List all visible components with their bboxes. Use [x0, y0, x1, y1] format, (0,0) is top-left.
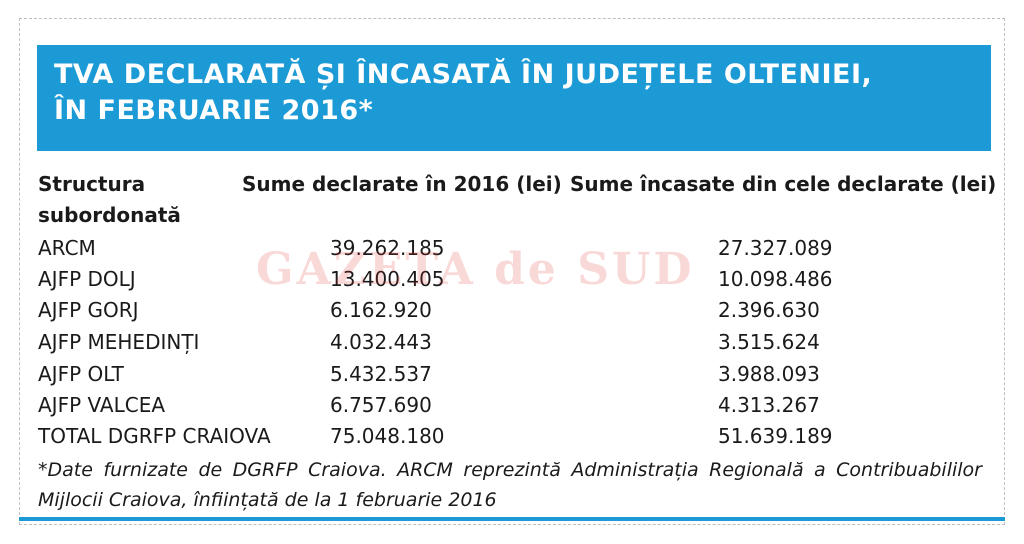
- header-sume-declarate: Sume declarate în 2016 (lei): [242, 172, 562, 196]
- row-declarate: 6.757.690: [330, 393, 432, 417]
- row-name: AJFP VALCEA: [38, 393, 166, 417]
- row-incasate: 4.313.267: [718, 393, 820, 417]
- row-name: ARCM: [38, 236, 96, 260]
- row-declarate: 13.400.405: [330, 267, 445, 291]
- row-declarate: 4.032.443: [330, 330, 432, 354]
- header-structura-subordonata: subordonată: [38, 203, 181, 227]
- row-name: AJFP MEHEDINȚI: [38, 330, 200, 354]
- header-structura: Structura: [38, 172, 146, 196]
- row-declarate: 75.048.180: [330, 424, 445, 448]
- row-incasate: 3.988.093: [718, 362, 820, 386]
- page-frame: [19, 18, 1005, 525]
- row-name: AJFP OLT: [38, 362, 124, 386]
- row-incasate: 10.098.486: [718, 267, 833, 291]
- row-incasate: 27.327.089: [718, 236, 833, 260]
- bottom-divider: [19, 517, 1005, 521]
- row-incasate: 2.396.630: [718, 298, 820, 322]
- footnote: *Date furnizate de DGRFP Craiova. ARCM r…: [38, 459, 982, 511]
- title-line-2: ÎN FEBRUARIE 2016*: [54, 95, 374, 126]
- row-name: AJFP DOLJ: [38, 267, 136, 291]
- title-banner: TVA DECLARATĂ ȘI ÎNCASATĂ ÎN JUDEȚELE OL…: [37, 45, 991, 151]
- row-declarate: 39.262.185: [330, 236, 445, 260]
- row-incasate: 3.515.624: [718, 330, 820, 354]
- row-name: AJFP GORJ: [38, 298, 139, 322]
- header-sume-incasate: Sume încasate din cele declarate (lei): [570, 172, 997, 196]
- row-incasate: 51.639.189: [718, 424, 833, 448]
- row-name: TOTAL DGRFP CRAIOVA: [38, 424, 271, 448]
- title-line-1: TVA DECLARATĂ ȘI ÎNCASATĂ ÎN JUDEȚELE OL…: [54, 59, 873, 90]
- row-declarate: 6.162.920: [330, 298, 432, 322]
- row-declarate: 5.432.537: [330, 362, 432, 386]
